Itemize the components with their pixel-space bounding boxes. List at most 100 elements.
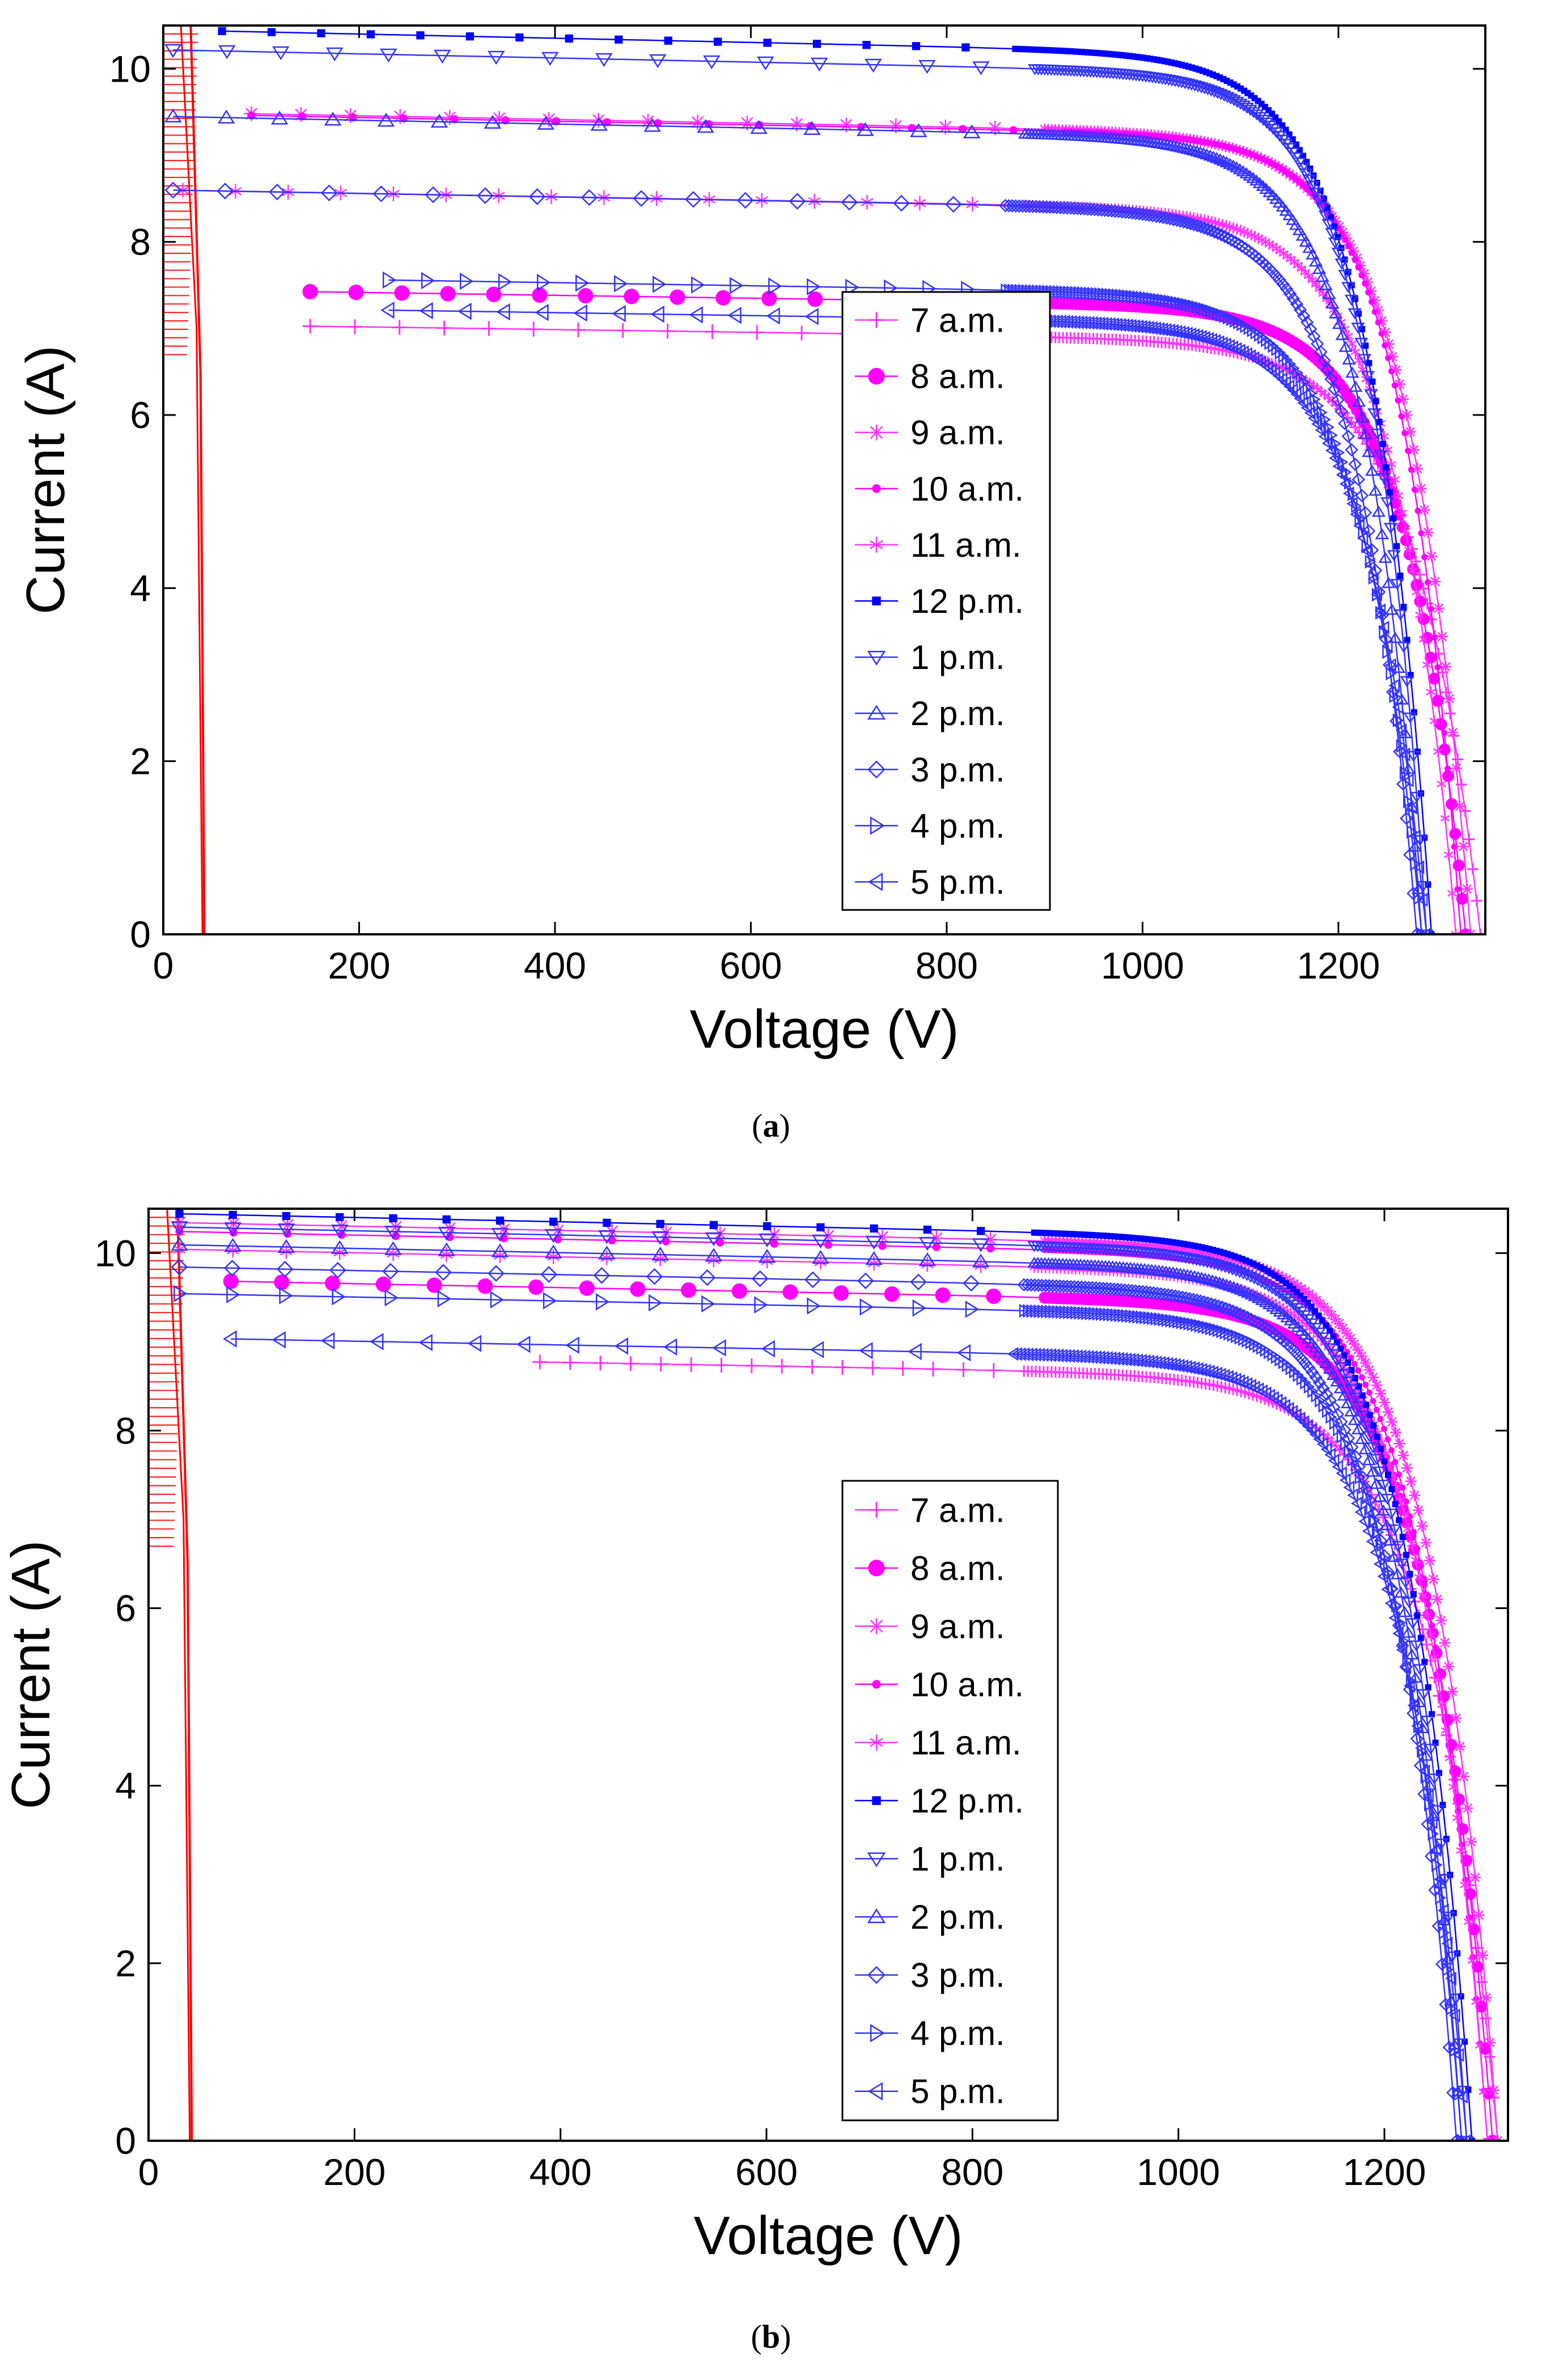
data-point [1064,1230,1070,1237]
data-point [1207,1365,1219,1380]
data-point [1367,571,1379,586]
data-point [766,307,780,325]
data-point [172,1215,187,1230]
legend-marker [869,1502,884,1518]
data-point [598,1246,616,1260]
data-point [164,181,182,199]
data-point [1407,1538,1417,1550]
data-point [1436,1769,1443,1776]
data-point [1375,1388,1387,1400]
data-point [1415,482,1427,494]
data-point [1185,63,1192,70]
data-point [1274,345,1286,360]
data-point [1053,1230,1060,1237]
data-point [789,116,804,132]
data-point [1447,726,1459,738]
data-point [1355,1433,1369,1444]
data-point [651,1247,669,1261]
data-point [418,1333,433,1352]
legend-label: 9 a.m. [910,1607,1005,1645]
data-point [1335,404,1348,418]
data-point [1447,803,1454,810]
data-point [1286,1299,1301,1311]
data-point [598,1230,616,1244]
data-point [1114,1308,1125,1323]
data-point [516,1335,531,1353]
data-point [1363,1364,1375,1376]
data-point [1009,126,1018,134]
data-point [1309,1370,1323,1384]
data-point [1177,1240,1184,1247]
data-point [1300,315,1314,329]
data-point [1385,354,1392,361]
data-point [1454,1740,1466,1752]
data-point [1348,1338,1360,1350]
data-point [1387,351,1399,363]
legend-label: 4 p.m. [910,2014,1005,2052]
data-point [1488,2084,1500,2096]
data-point [1191,1243,1198,1250]
data-point [804,1359,820,1374]
data-point [1393,490,1404,502]
data-point [1037,1304,1049,1319]
data-point [1426,686,1436,698]
data-point [544,1244,562,1259]
data-point [1057,48,1064,54]
data-point [1417,1562,1424,1569]
data-point [1143,1311,1155,1325]
data-point [1418,504,1430,516]
x-tick-label: 600 [735,2151,798,2193]
data-point [1421,554,1428,561]
data-point [1431,1805,1445,1816]
data-point [1125,289,1137,304]
data-point [1418,530,1425,537]
data-point [1212,306,1224,321]
data-point [1205,304,1217,319]
data-point [1373,1557,1385,1572]
data-point [1312,399,1324,413]
data-point [1343,1480,1355,1494]
data-point [384,1225,402,1240]
data-point [1137,1235,1143,1242]
series-10-a-m- [247,111,1464,934]
legend-label: 8 a.m. [910,358,1005,396]
data-point [1195,1243,1202,1250]
data-point [1349,1450,1362,1464]
data-point [1399,765,1411,780]
data-point [1421,1658,1428,1665]
data-point [1330,1333,1337,1340]
data-point [1484,2036,1496,2048]
x-tick-label: 400 [529,2151,592,2193]
data-point [1201,222,1215,236]
data-point [1425,1684,1431,1691]
data-point [1480,1992,1492,2004]
data-point [1299,168,1313,180]
data-point [1060,285,1071,299]
legend-label: 12 p.m. [910,582,1024,620]
data-point [697,118,714,133]
x-tick-label: 1200 [1343,2151,1426,2193]
data-point [1456,892,1468,905]
data-point [1053,285,1064,299]
data-point [1329,451,1340,465]
data-point [865,58,882,73]
data-point [1216,154,1231,166]
data-point [1188,299,1200,314]
data-point [1389,689,1401,704]
data-point [1292,157,1307,169]
data-point [1364,389,1378,401]
data-point [1180,216,1194,230]
data-point [1220,76,1227,83]
data-point [1290,1303,1304,1315]
data-point [1234,1374,1245,1388]
data-point [1443,693,1455,705]
data-point [1414,569,1426,581]
data-point [1374,1433,1380,1440]
data-point [1226,159,1240,171]
x-tick-label: 0 [153,945,174,986]
data-point [1397,1606,1412,1617]
data-point [1078,49,1085,56]
data-point [1333,1382,1348,1394]
data-point [1223,93,1238,105]
data-point [1435,1891,1447,1905]
